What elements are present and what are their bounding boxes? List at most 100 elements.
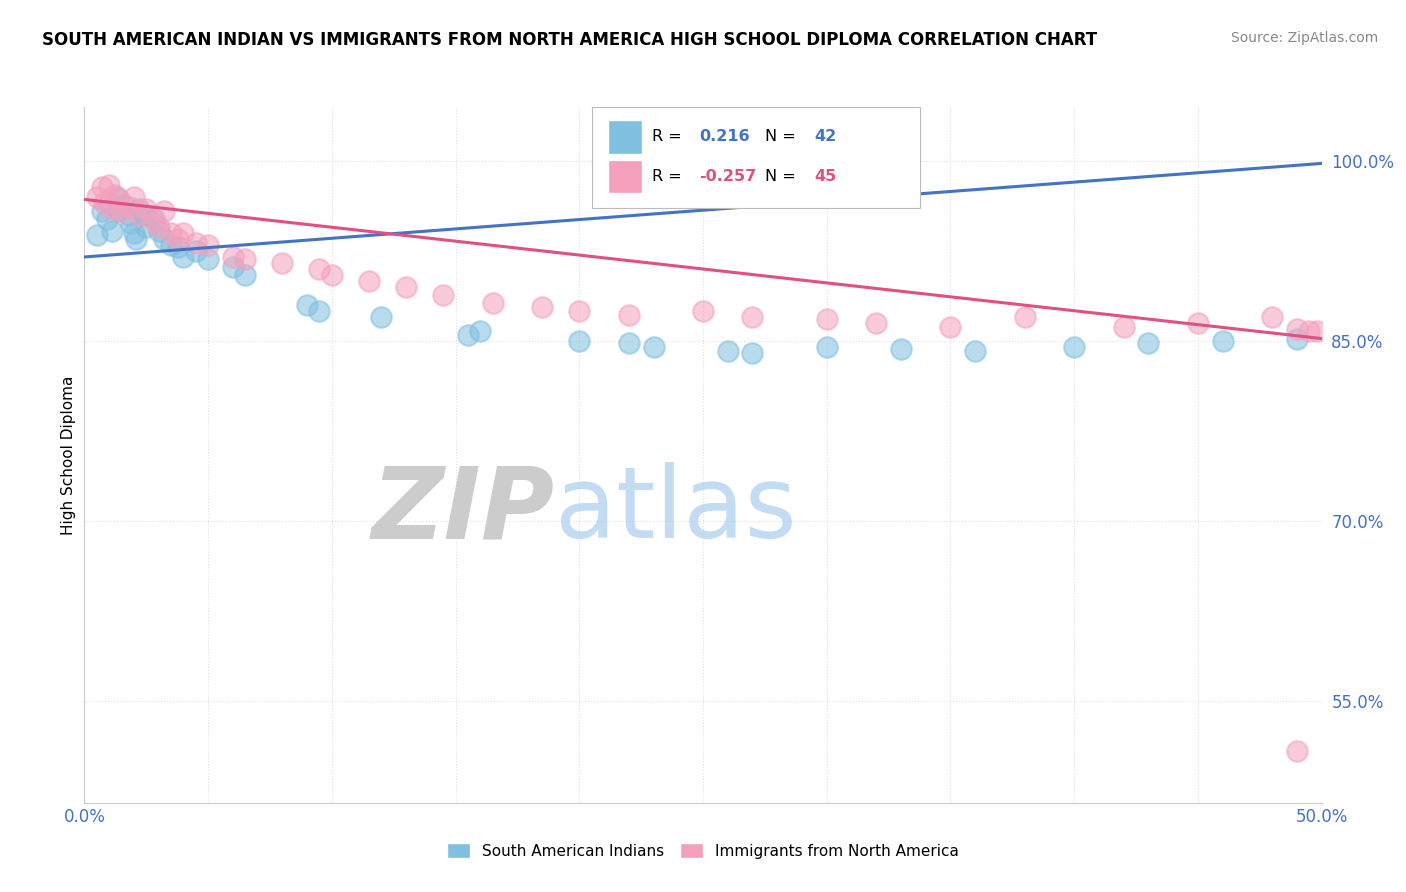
Point	[692, 304, 714, 318]
FancyBboxPatch shape	[607, 160, 643, 194]
Text: 45: 45	[814, 169, 837, 184]
Point	[1285, 744, 1308, 758]
Point	[90, 204, 112, 219]
Point	[568, 334, 591, 348]
Point	[98, 178, 121, 192]
Point	[120, 216, 142, 230]
Point	[118, 208, 141, 222]
Point	[457, 328, 479, 343]
Point	[160, 238, 183, 252]
Text: 42: 42	[814, 129, 837, 145]
Point	[86, 190, 108, 204]
Point	[481, 295, 503, 310]
Point	[93, 196, 115, 211]
Point	[741, 310, 763, 324]
Point	[815, 312, 838, 326]
Point	[100, 202, 122, 216]
Y-axis label: High School Diploma: High School Diploma	[60, 376, 76, 534]
Point	[815, 340, 838, 354]
Point	[1305, 324, 1327, 338]
Point	[295, 298, 318, 312]
Point	[90, 180, 112, 194]
Text: atlas: atlas	[554, 462, 796, 559]
Point	[1063, 340, 1085, 354]
Point	[135, 202, 157, 216]
Point	[105, 190, 128, 204]
Text: N =: N =	[765, 129, 801, 145]
Point	[96, 211, 118, 226]
Point	[103, 187, 125, 202]
Point	[98, 196, 121, 211]
Point	[128, 202, 150, 216]
Point	[643, 340, 665, 354]
Point	[1298, 324, 1320, 338]
Point	[370, 310, 392, 324]
Point	[1014, 310, 1036, 324]
Point	[939, 319, 962, 334]
FancyBboxPatch shape	[607, 120, 643, 153]
Point	[100, 224, 122, 238]
Point	[110, 204, 132, 219]
Point	[167, 240, 190, 254]
Point	[890, 343, 912, 357]
Point	[152, 232, 174, 246]
Point	[184, 235, 207, 250]
Point	[222, 250, 245, 264]
Point	[122, 226, 145, 240]
FancyBboxPatch shape	[592, 107, 920, 208]
Text: -0.257: -0.257	[699, 169, 756, 184]
Point	[617, 308, 640, 322]
Point	[160, 226, 183, 240]
Point	[1212, 334, 1234, 348]
Point	[432, 288, 454, 302]
Point	[308, 262, 330, 277]
Point	[1187, 316, 1209, 330]
Point	[470, 324, 492, 338]
Point	[152, 204, 174, 219]
Point	[167, 232, 190, 246]
Point	[357, 274, 380, 288]
Point	[1261, 310, 1284, 324]
Point	[568, 304, 591, 318]
Point	[197, 238, 219, 252]
Point	[308, 304, 330, 318]
Point	[1112, 319, 1135, 334]
Point	[865, 316, 887, 330]
Text: Source: ZipAtlas.com: Source: ZipAtlas.com	[1230, 31, 1378, 45]
Point	[321, 268, 343, 282]
Point	[108, 193, 131, 207]
Point	[125, 232, 148, 246]
Text: R =: R =	[652, 169, 688, 184]
Point	[233, 252, 256, 267]
Text: N =: N =	[765, 169, 801, 184]
Point	[531, 301, 554, 315]
Point	[148, 219, 170, 234]
Point	[148, 224, 170, 238]
Point	[233, 268, 256, 282]
Text: SOUTH AMERICAN INDIAN VS IMMIGRANTS FROM NORTH AMERICA HIGH SCHOOL DIPLOMA CORRE: SOUTH AMERICAN INDIAN VS IMMIGRANTS FROM…	[42, 31, 1097, 49]
Point	[741, 346, 763, 360]
Point	[122, 190, 145, 204]
Point	[222, 260, 245, 274]
Point	[717, 343, 740, 358]
Point	[1137, 336, 1160, 351]
Point	[86, 228, 108, 243]
Point	[128, 208, 150, 222]
Point	[271, 256, 294, 270]
Point	[142, 214, 165, 228]
Point	[132, 208, 155, 222]
Text: 0.216: 0.216	[699, 129, 749, 145]
Text: R =: R =	[652, 129, 688, 145]
Point	[112, 198, 135, 212]
Text: ZIP: ZIP	[371, 462, 554, 559]
Point	[395, 280, 418, 294]
Point	[617, 336, 640, 351]
Point	[172, 226, 194, 240]
Point	[142, 211, 165, 226]
Point	[135, 219, 157, 234]
Point	[1285, 332, 1308, 346]
Point	[172, 250, 194, 264]
Point	[118, 200, 141, 214]
Legend: South American Indians, Immigrants from North America: South American Indians, Immigrants from …	[441, 837, 965, 864]
Point	[108, 204, 131, 219]
